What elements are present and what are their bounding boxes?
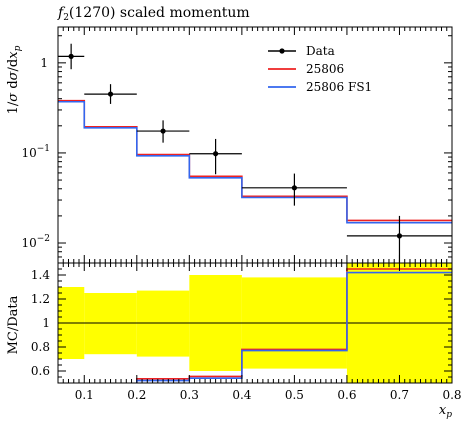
ratio-y-axis-label: MC/Data <box>6 295 21 354</box>
x-tick-label: 0.6 <box>337 388 356 402</box>
x-tick-label: 0.8 <box>442 388 461 402</box>
data-point <box>396 233 403 239</box>
uncertainty-band <box>84 293 137 355</box>
x-axis-label: xp <box>439 403 452 420</box>
legend: Data 25806 25806 FS1 <box>268 44 372 94</box>
histogram-25806-fs1 <box>58 100 452 224</box>
ratio-y-tick-label: 1 <box>42 316 50 330</box>
legend-marker-data-point <box>279 48 285 54</box>
y-tick-label: 10−2 <box>21 234 50 250</box>
legend-label: 25806 FS1 <box>306 80 372 94</box>
ratio-y-tick-label: 0.6 <box>31 364 50 378</box>
legend-label: 25806 <box>306 62 344 76</box>
x-tick-label: 0.7 <box>390 388 409 402</box>
data-point <box>291 185 297 191</box>
histogram-25806 <box>58 99 452 222</box>
x-tick-label: 0.1 <box>75 388 94 402</box>
legend-label: Data <box>306 44 335 58</box>
data-point <box>160 128 166 134</box>
main-panel: 1 10−1 10−2 <box>21 26 453 264</box>
x-tick-label: 0.3 <box>180 388 199 402</box>
main-y-axis-label: 1/σ dσ/dxp <box>6 45 23 114</box>
ratio-y-tick-label: 0.8 <box>31 340 50 354</box>
uncertainty-band <box>136 290 190 357</box>
y-tick-label: 1 <box>40 56 48 70</box>
chart-title: f2(1270) scaled momentum <box>57 5 250 23</box>
data-point <box>213 151 219 157</box>
x-tick-label: 0.2 <box>127 388 146 402</box>
y-tick-label: 10−1 <box>21 144 50 160</box>
x-tick-label: 0.5 <box>285 388 304 402</box>
data-point <box>68 53 74 59</box>
x-tick-label: 0.4 <box>232 388 251 402</box>
ratio-y-tick-label: 1.4 <box>31 268 50 282</box>
ratio-panel: 0.6 0.8 1 1.2 1.4 0.1 0.2 0.3 0.4 0.5 0.6 0.7 0.8 <box>31 262 462 402</box>
data-point <box>107 91 114 97</box>
main-frame <box>57 26 453 264</box>
ratio-y-tick-label: 1.2 <box>31 292 50 306</box>
